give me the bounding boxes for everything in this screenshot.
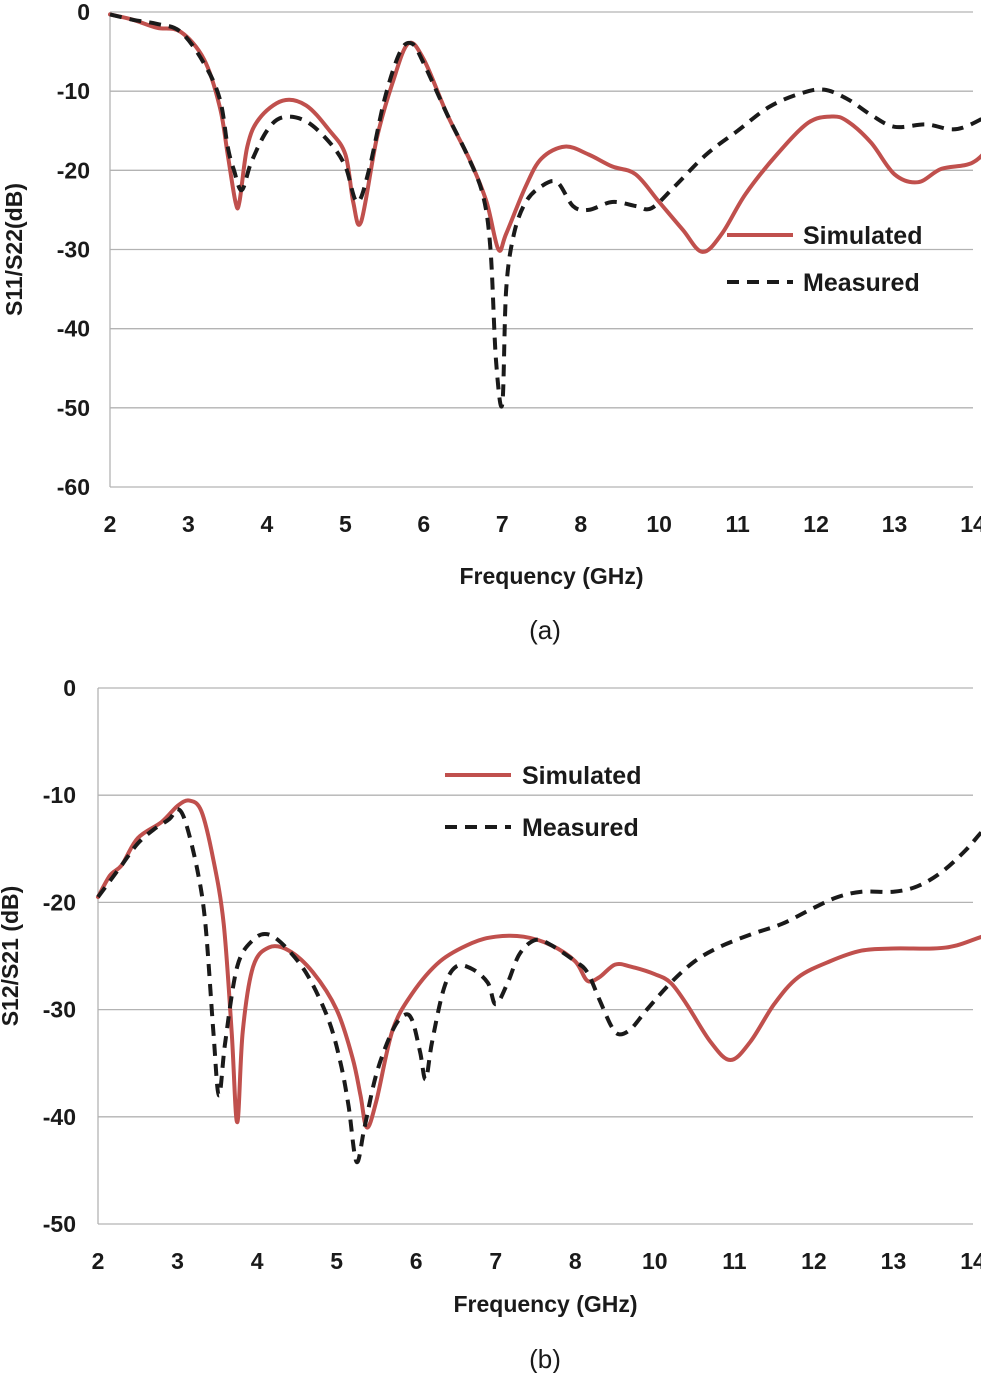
series-line-measured xyxy=(96,807,981,1164)
legend: Simulated Measured xyxy=(445,762,641,842)
y-tick-label: -10 xyxy=(57,78,90,104)
series-line-simulated xyxy=(108,12,981,254)
figure-caption: (a) xyxy=(529,615,561,645)
y-tick-label: -30 xyxy=(43,997,76,1023)
chart-a: 0 -10 -20 -30 -40 -50 -60 2 3 4 5 6 7 8 10 11 12 13 14 Freq… xyxy=(1,0,981,645)
x-tick-label: 5 xyxy=(339,511,352,537)
x-tick-label: 8 xyxy=(574,511,587,537)
figure-caption: (b) xyxy=(529,1344,561,1373)
x-tick-label: 6 xyxy=(417,511,430,537)
y-tick-label: -30 xyxy=(57,237,90,263)
x-tick-label: 13 xyxy=(881,1248,907,1274)
legend-label-measured: Measured xyxy=(803,269,920,297)
x-tick-label: 4 xyxy=(251,1248,264,1274)
y-tick-label: -20 xyxy=(57,157,90,183)
x-tick-label: 4 xyxy=(261,511,274,537)
legend-label-simulated: Simulated xyxy=(803,222,922,250)
x-tick-label: 7 xyxy=(496,511,509,537)
series-line-simulated xyxy=(96,798,981,1130)
y-tick-label: -60 xyxy=(57,474,90,500)
x-tick-label: 7 xyxy=(489,1248,502,1274)
x-tick-label: 3 xyxy=(182,511,195,537)
series-line-measured xyxy=(109,12,981,409)
y-tick-label: 0 xyxy=(63,675,76,701)
x-tick-label: 11 xyxy=(725,511,750,537)
legend-label-simulated: Simulated xyxy=(522,762,641,790)
y-tick-label: -20 xyxy=(43,889,76,915)
x-tick-label: 2 xyxy=(104,511,117,537)
x-tick-label: 10 xyxy=(646,511,672,537)
x-tick-label: 5 xyxy=(330,1248,343,1274)
y-axis-title: S12/S21 (dB) xyxy=(0,886,23,1027)
y-tick-label: -10 xyxy=(43,782,76,808)
x-tick-label: 3 xyxy=(171,1248,184,1274)
x-tick-label: 13 xyxy=(882,511,908,537)
x-tick-label: 10 xyxy=(642,1248,668,1274)
y-tick-label: -40 xyxy=(57,316,90,342)
chart-b: 0 -10 -20 -30 -40 -50 2 3 4 5 6 7 8 10 11 12 13 14 Frequen… xyxy=(0,675,981,1373)
y-tick-label: 0 xyxy=(77,0,90,25)
x-tick-label: 14 xyxy=(960,1248,981,1274)
legend: Simulated Measured xyxy=(727,222,922,297)
y-tick-label: -50 xyxy=(57,395,90,421)
x-tick-label: 11 xyxy=(722,1248,747,1274)
x-tick-label: 2 xyxy=(92,1248,105,1274)
y-tick-label: -50 xyxy=(43,1211,76,1237)
x-tick-label: 6 xyxy=(410,1248,423,1274)
x-axis-title: Frequency (GHz) xyxy=(459,563,643,589)
y-axis-title: S11/S22(dB) xyxy=(1,183,27,316)
x-tick-label: 14 xyxy=(960,511,981,537)
legend-label-measured: Measured xyxy=(522,814,639,842)
y-tick-label: -40 xyxy=(43,1104,76,1130)
x-tick-label: 12 xyxy=(801,1248,827,1274)
x-tick-label: 12 xyxy=(803,511,829,537)
x-tick-label: 8 xyxy=(569,1248,582,1274)
x-axis-title: Frequency (GHz) xyxy=(453,1291,637,1317)
